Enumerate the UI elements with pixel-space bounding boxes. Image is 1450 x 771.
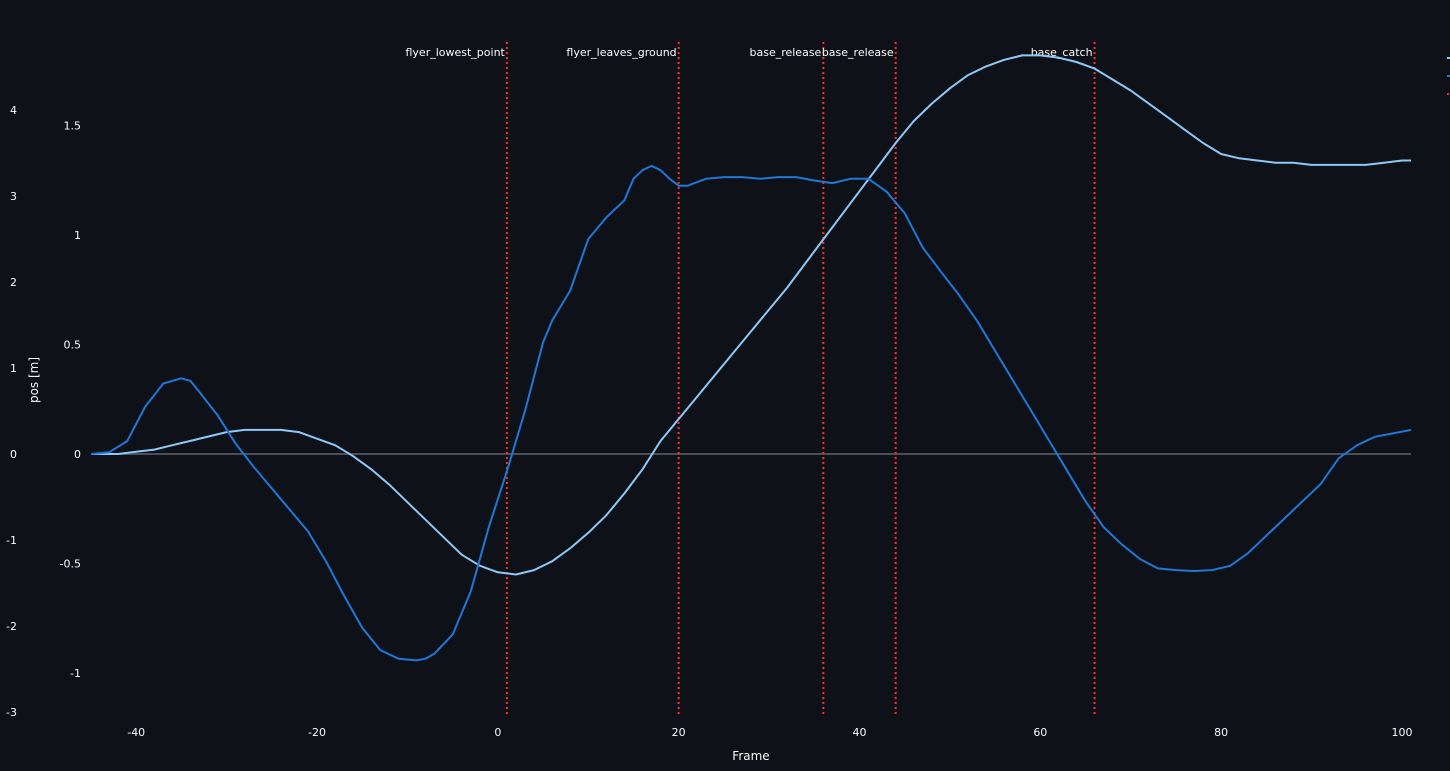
- y-tick-label-outer: 0: [10, 448, 17, 461]
- event-label: base_release: [749, 46, 821, 59]
- series-line: [91, 54, 1411, 576]
- y-tick-label-inner: -1: [70, 667, 81, 680]
- y-tick-label-outer: 3: [10, 190, 17, 203]
- y-tick-label-inner: 1: [74, 229, 81, 242]
- y-tick-label-outer: 2: [10, 276, 17, 289]
- x-tick-label: 40: [852, 726, 866, 739]
- x-tick-label: 80: [1214, 726, 1228, 739]
- y-axis-title: pos [m]: [27, 357, 41, 403]
- y-tick-label-inner: -0.5: [60, 558, 81, 571]
- event-label: base_catch: [1031, 46, 1093, 59]
- event-label: flyer_leaves_ground: [566, 46, 676, 59]
- x-tick-label: 20: [672, 726, 686, 739]
- x-tick-label: -20: [308, 726, 326, 739]
- y-tick-label-outer: -1: [6, 534, 17, 547]
- y-tick-label-inner: 0.5: [64, 339, 82, 352]
- y-tick-label-inner: 1.5: [64, 120, 82, 133]
- y-tick-label-outer: -2: [6, 620, 17, 633]
- event-label: flyer_lowest_point: [405, 46, 505, 59]
- y-tick-label-outer: 4: [10, 104, 17, 117]
- event-label: base_release: [822, 46, 894, 59]
- y-tick-label-inner: 0: [74, 448, 81, 461]
- x-tick-label: 0: [494, 726, 501, 739]
- y-tick-label-outer: -3: [6, 706, 17, 719]
- x-axis-title: Frame: [732, 749, 769, 763]
- x-tick-label: 100: [1391, 726, 1412, 739]
- x-tick-label: 60: [1033, 726, 1047, 739]
- y-tick-label-outer: 1: [10, 362, 17, 375]
- x-tick-label: -40: [127, 726, 145, 739]
- series-line: [90, 164, 1412, 662]
